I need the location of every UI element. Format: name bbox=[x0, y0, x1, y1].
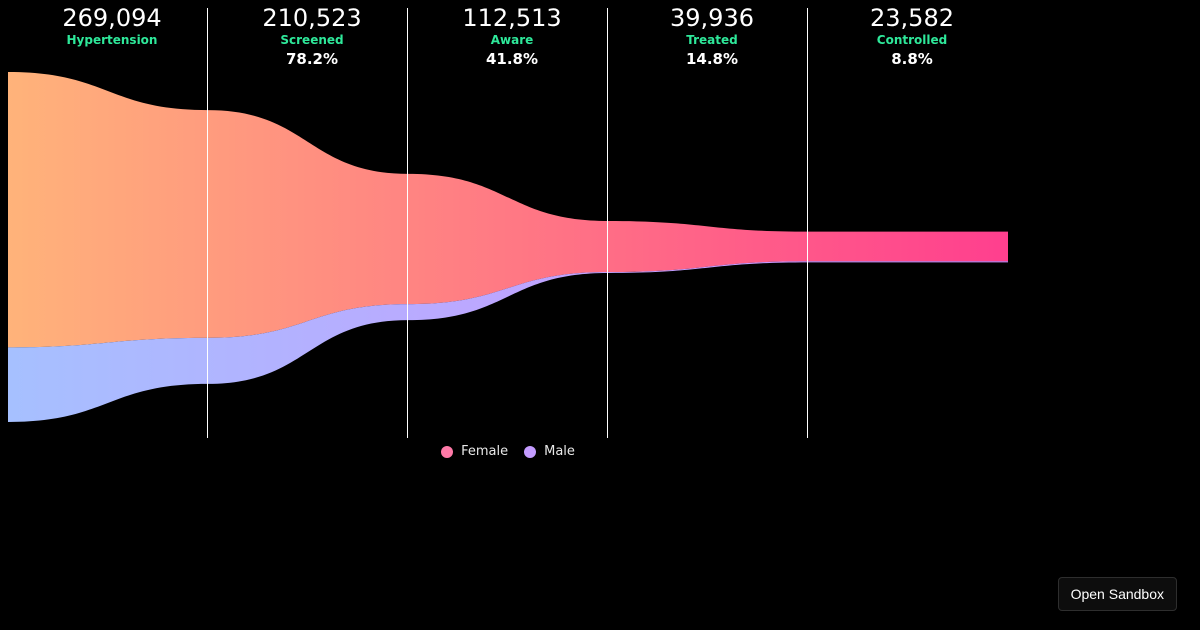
stage-percent bbox=[12, 48, 212, 70]
stage-label: Treated bbox=[686, 33, 738, 47]
stage-percent: 41.8% bbox=[485, 50, 539, 68]
stage-label: Aware bbox=[490, 33, 534, 47]
stage-label: Controlled bbox=[876, 33, 948, 47]
stage-header-4: 23,582 Controlled 8.8% bbox=[812, 4, 1012, 70]
stage-value: 112,513 bbox=[462, 4, 562, 32]
stage-label: Hypertension bbox=[66, 33, 158, 47]
stage-value: 39,936 bbox=[670, 4, 754, 32]
stage-value: 210,523 bbox=[262, 4, 362, 32]
stage-value: 269,094 bbox=[62, 4, 162, 32]
open-sandbox-button[interactable]: Open Sandbox bbox=[1057, 577, 1177, 611]
legend-label-female: Female bbox=[461, 444, 509, 459]
stage-header-2: 112,513 Aware 41.8% bbox=[412, 4, 612, 70]
stage-percent: 14.8% bbox=[685, 50, 739, 68]
legend-label-male: Male bbox=[544, 444, 575, 459]
stage-label: Screened bbox=[280, 33, 344, 47]
stage-header-3: 39,936 Treated 14.8% bbox=[612, 4, 812, 70]
series-area-female[interactable] bbox=[8, 72, 1008, 348]
legend-swatch-female bbox=[441, 445, 454, 458]
stage-value: 23,582 bbox=[870, 4, 954, 32]
stage-header-1: 210,523 Screened 78.2% bbox=[212, 4, 412, 70]
legend-item-female[interactable]: Female bbox=[441, 444, 508, 459]
stage-percent: 78.2% bbox=[285, 50, 339, 68]
legend-swatch-male bbox=[524, 445, 537, 458]
stage-header-0: 269,094 Hypertension bbox=[12, 4, 212, 70]
legend-item-male[interactable]: Male bbox=[524, 444, 575, 459]
legend: Female Male bbox=[0, 444, 1016, 459]
stage-percent: 8.8% bbox=[891, 50, 933, 68]
